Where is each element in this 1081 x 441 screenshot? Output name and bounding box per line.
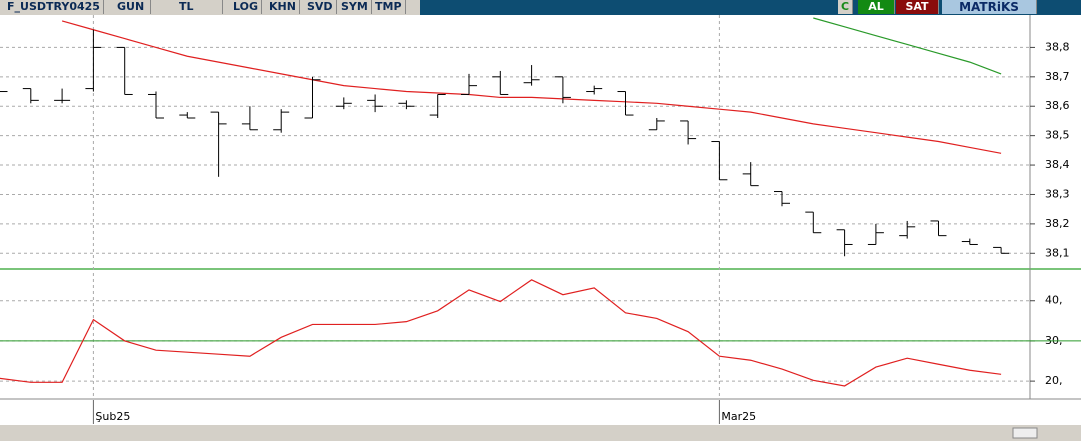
- toolbar-button[interactable]: LOG: [230, 0, 262, 14]
- y-tick-label: 38,6: [1045, 99, 1070, 112]
- symbol[interactable]: F_USDTRY0425: [4, 0, 104, 14]
- currency[interactable]: TL: [176, 0, 223, 14]
- series-line: [61, 20, 1002, 154]
- toolbar-button[interactable]: SVD: [304, 0, 337, 14]
- y-tick-label: 38,3: [1045, 187, 1070, 200]
- toolbar-button[interactable]: KHN: [266, 0, 300, 14]
- buy-button[interactable]: AL: [858, 0, 895, 14]
- y-tick-label: 40,: [1045, 294, 1063, 307]
- scroll-thumb[interactable]: [1012, 427, 1038, 439]
- y-tick-label: 38,1: [1045, 246, 1070, 259]
- y-tick-label: 38,2: [1045, 217, 1070, 230]
- y-tick-label: 20,: [1045, 374, 1063, 387]
- x-tick-label: Şub25: [95, 410, 130, 423]
- toolbar: F_USDTRY0425 GUN TL LOG KHN SVD SYM TMP …: [0, 0, 1081, 15]
- series-line: [0, 279, 1002, 387]
- y-tick-label: 38,4: [1045, 158, 1070, 171]
- series-line: [813, 17, 1002, 75]
- y-tick-label: 38,8: [1045, 40, 1070, 53]
- period[interactable]: GUN: [114, 0, 151, 14]
- x-tick-label: Mar25: [721, 410, 756, 423]
- toolbar-button[interactable]: SYM: [338, 0, 372, 14]
- y-tick-label: 38,7: [1045, 70, 1070, 83]
- scrollbar[interactable]: [0, 425, 1081, 441]
- brand: MATRiKS: [942, 0, 1037, 14]
- y-tick-label: 38,5: [1045, 129, 1070, 142]
- refresh-button[interactable]: C: [838, 0, 854, 14]
- toolbar-left: [0, 0, 420, 15]
- toolbar-button[interactable]: TMP: [372, 0, 406, 14]
- sell-button[interactable]: SAT: [896, 0, 939, 14]
